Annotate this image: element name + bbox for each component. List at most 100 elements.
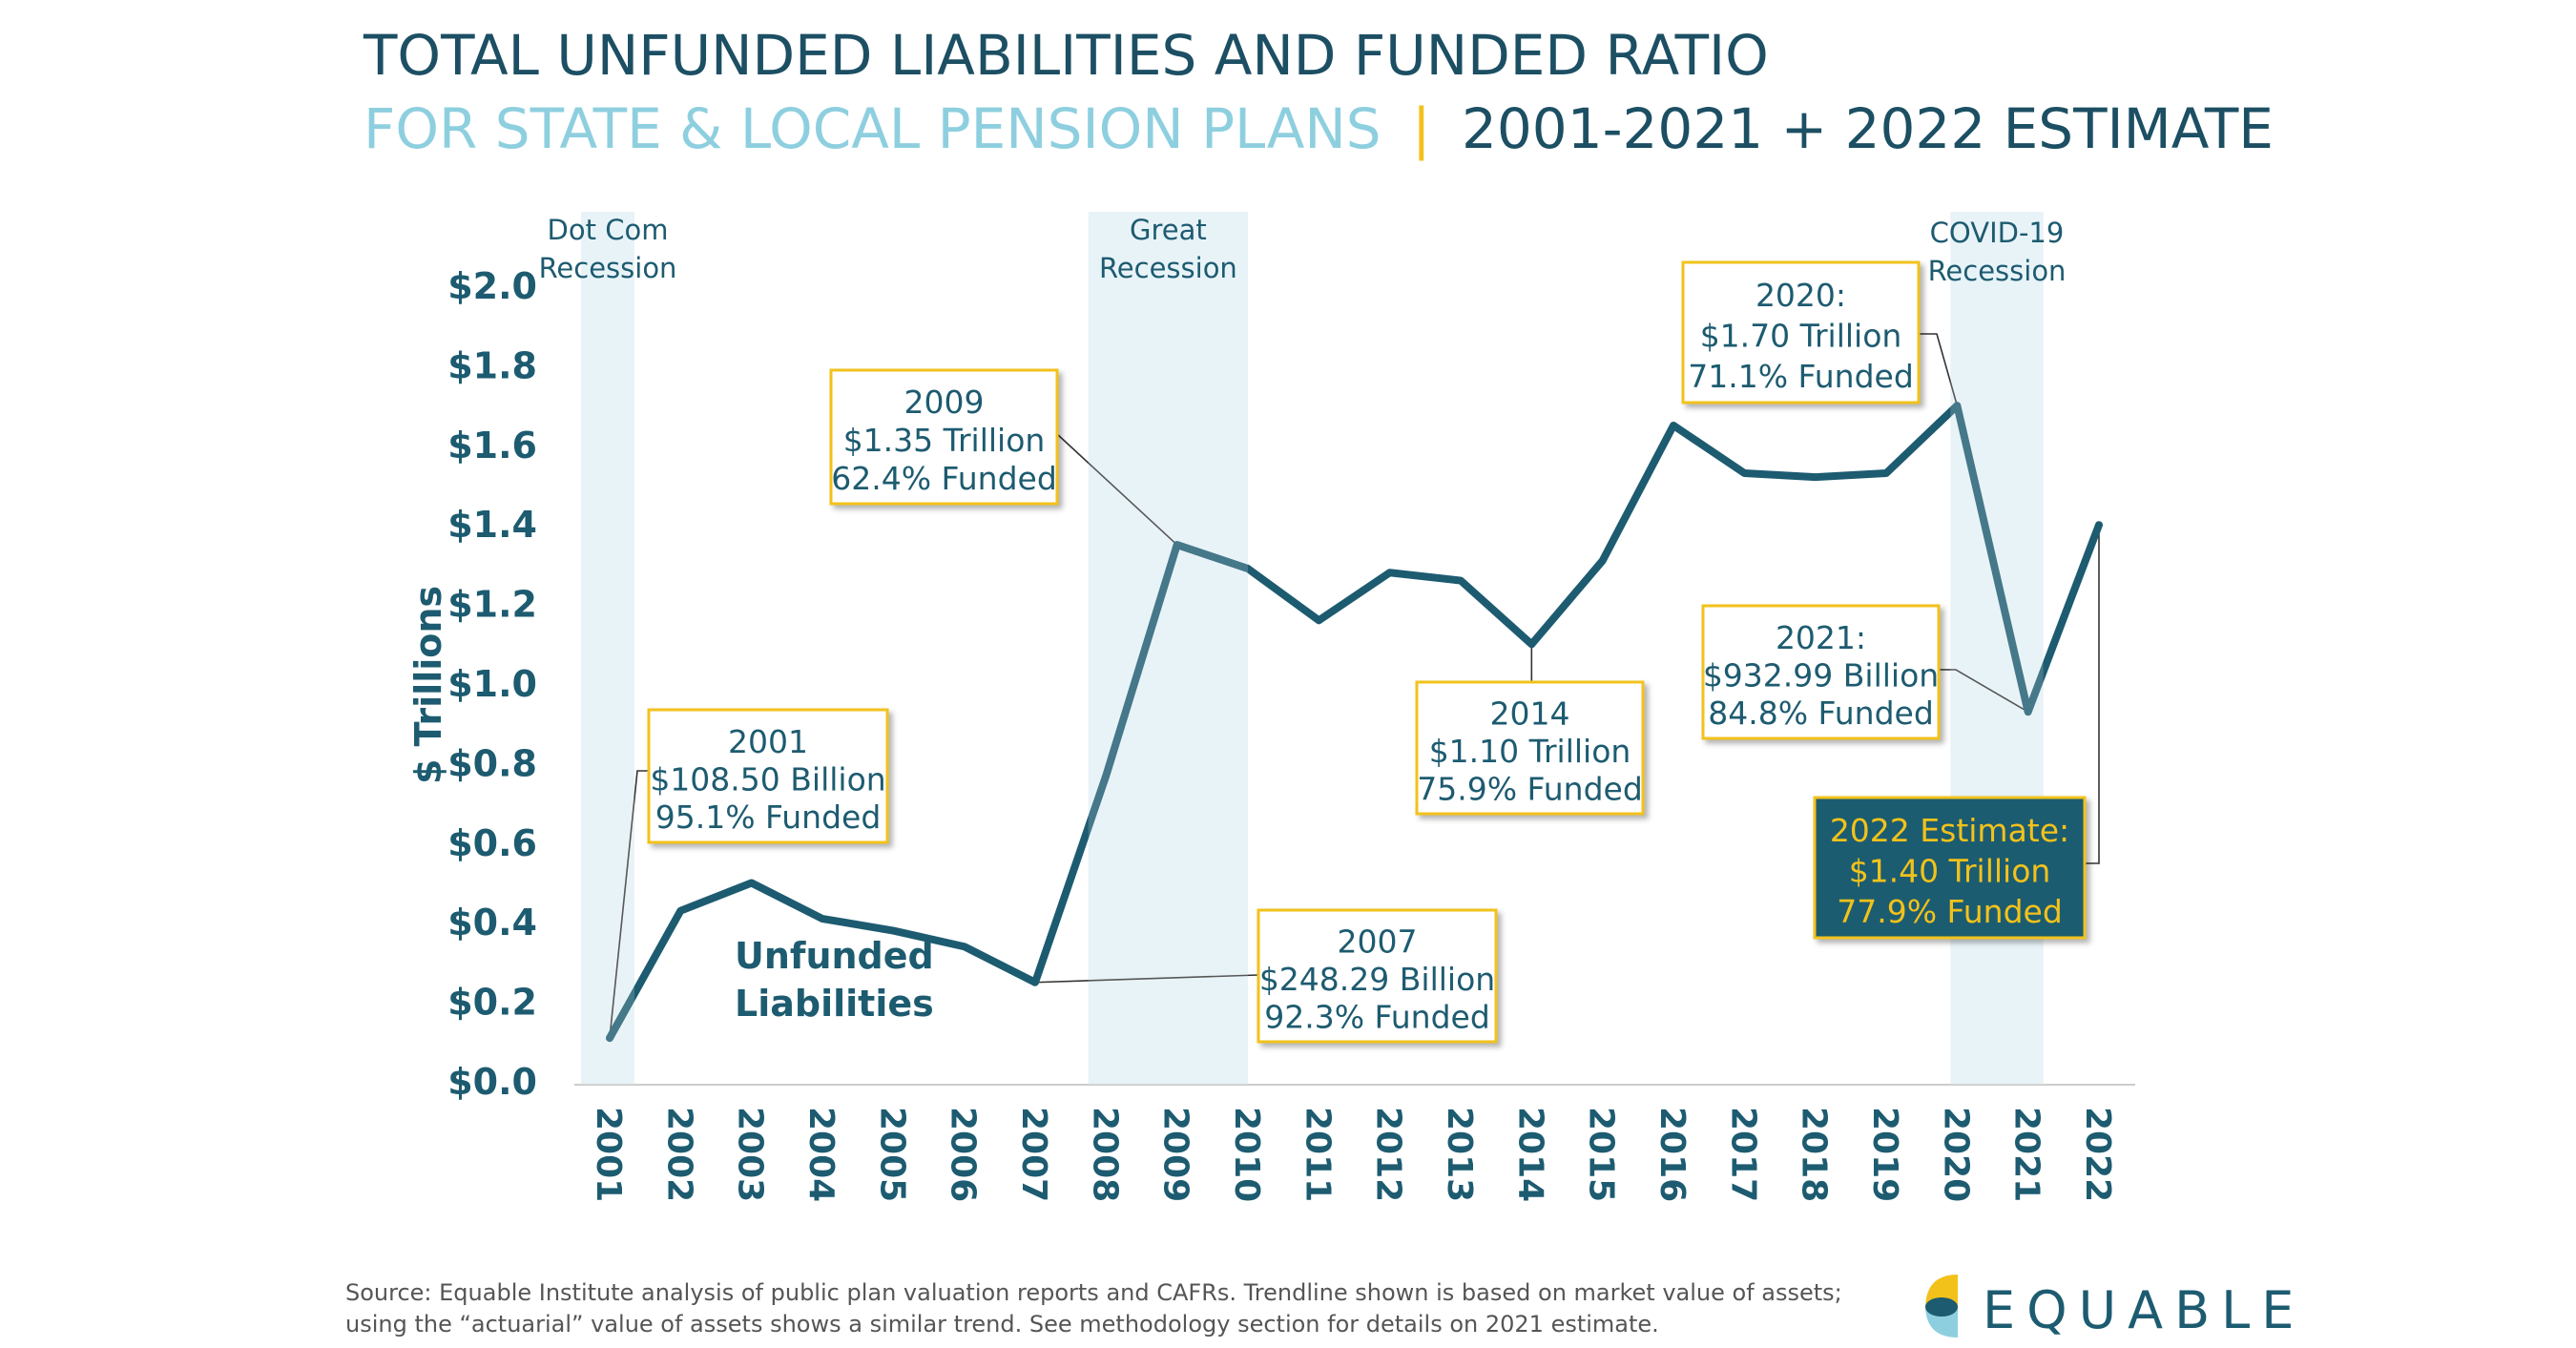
recession-band-overlay [1088,212,1248,1085]
subtitle-right: 2001-2021 + 2022 ESTIMATE [1462,96,2274,161]
annotation-text: 95.1% Funded [655,798,882,836]
x-tick-label: 2008 [1085,1107,1124,1202]
series-line [606,402,2103,1043]
recession-label: Great [1130,214,1207,246]
annotation-text: $1.70 Trillion [1700,318,1902,355]
x-tick-label: 2020 [1936,1107,1975,1202]
y-tick-label: $1.8 [447,344,537,386]
recession-band [581,212,634,1085]
y-tick-label: $0.4 [447,902,537,944]
x-tick-label: 2018 [1795,1107,1834,1202]
data-point [1458,577,1464,584]
x-tick-label: 2022 [2078,1107,2117,1202]
annotation-box [1813,796,2087,940]
x-tick-label: 2019 [1865,1107,1904,1202]
annotation-box [1415,680,1645,816]
data-point [607,1035,613,1042]
annotation-text: 62.4% Funded [831,460,1057,497]
x-tick-label: 2016 [1652,1107,1692,1202]
annotation-text: 92.3% Funded [1264,998,1490,1035]
annotation-box [1681,260,1921,404]
source-note-line1: Source: Equable Institute analysis of pu… [345,1279,1842,1306]
x-tick-label: 2009 [1156,1107,1195,1202]
data-point [1528,641,1535,648]
y-tick-label: $1.6 [447,425,537,467]
annotation-text: $932.99 Billion [1703,657,1939,695]
equable-logo: EQUABLE [1925,1275,2305,1340]
subtitle-separator: | [1412,96,1431,161]
data-point [1954,403,1961,409]
y-tick-label: $2.0 [447,265,537,307]
data-point [1741,469,1748,476]
data-point [748,880,755,886]
data-point [1103,772,1110,778]
leader-line [1034,974,1259,984]
x-tick-label: 2004 [801,1107,841,1202]
x-tick-label: 2012 [1369,1107,1408,1202]
annotation-box [1701,604,1941,740]
x-tick-label: 2013 [1440,1107,1479,1202]
y-tick-label: $0.6 [447,822,537,864]
leader-line [2085,525,2100,864]
recession-label: Recession [539,252,677,284]
x-tick-label: 2006 [944,1107,983,1202]
x-tick-label: 2010 [1227,1107,1266,1202]
recession-band [1088,212,1248,1085]
x-tick-label: 2007 [1014,1107,1053,1202]
recession-band-overlay [1950,212,2044,1085]
data-point [1032,979,1038,985]
x-tick-label: 2005 [872,1107,911,1202]
data-point [2025,709,2031,715]
annotation-box [1257,908,1498,1044]
recession-label: Recession [1099,252,1237,284]
annotation-text: 2020: [1755,277,1846,314]
annotation-text: 77.9% Funded [1837,893,2063,930]
x-tick-label: 2017 [1723,1107,1762,1202]
source-note-line2: using the “actuarial” value of assets sh… [345,1311,1659,1338]
data-point [820,916,825,923]
leader-line [609,770,649,1039]
data-point [961,944,967,950]
annotation-box [647,708,889,844]
data-point [890,927,897,934]
y-tick-label: $0.8 [447,742,537,784]
x-tick-label: 2011 [1298,1107,1337,1202]
data-point [1316,617,1322,624]
annotation-text: $1.40 Trillion [1849,853,2051,890]
leader-line [1056,433,1178,546]
data-point [1245,566,1251,572]
x-tick-label: 2021 [2007,1107,2046,1202]
annotation-text: 2001 [728,723,808,760]
chart-title: TOTAL UNFUNDED LIABILITIES AND FUNDED RA… [363,23,1769,88]
annotation-box [829,368,1059,506]
annotation-text: 2009 [904,384,985,421]
data-point [1671,422,1676,428]
data-point [1174,542,1180,549]
y-axis-label: $ Trillions [407,586,449,784]
annotation-text: 84.8% Funded [1708,695,1934,732]
x-tick-label: 2001 [589,1107,628,1202]
annotation-text: 2021: [1776,619,1866,656]
logo-text: EQUABLE [1983,1280,2305,1340]
leader-line [1919,333,1959,406]
annotation-text: $1.35 Trillion [843,422,1046,459]
data-point [2096,522,2102,529]
y-tick-label: $0.2 [447,982,537,1024]
data-point [1812,474,1818,481]
annotation-text: 2007 [1338,923,1418,961]
annotation-text: 2022 Estimate: [1830,812,2069,849]
y-tick-label: $1.0 [447,663,537,705]
subtitle-left: FOR STATE & LOCAL PENSION PLANS [364,96,1381,161]
x-tick-label: 2003 [731,1107,770,1202]
x-tick-label: 2002 [659,1107,698,1202]
y-tick-label: $1.2 [447,584,537,626]
chart-subtitle: FOR STATE & LOCAL PENSION PLANS | 2001-2… [364,96,2274,161]
data-point [677,907,684,914]
